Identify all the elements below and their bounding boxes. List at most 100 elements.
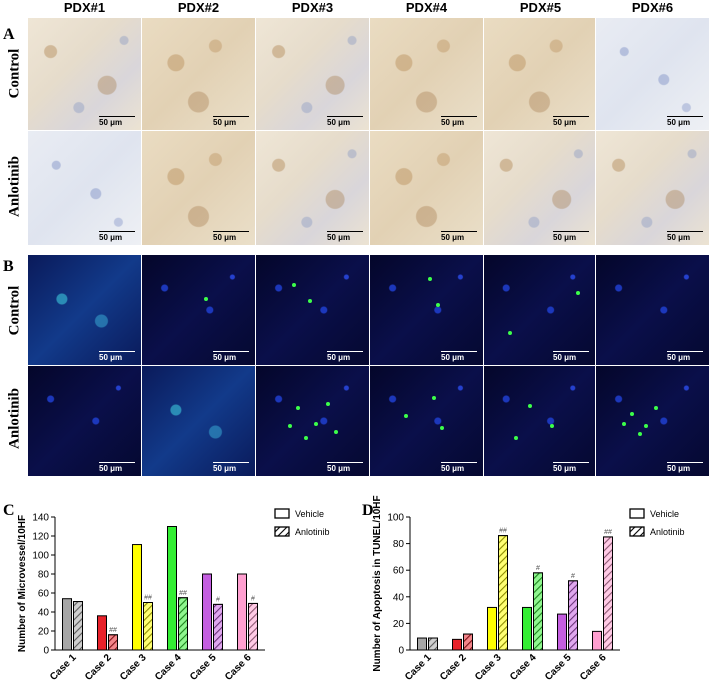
legend-label: Vehicle	[295, 509, 324, 519]
significance-label: ##	[144, 595, 152, 602]
bar-hatch-tint	[73, 601, 83, 651]
significance-label: ##	[179, 590, 187, 597]
y-tick-label: 100	[387, 513, 404, 524]
significance-label: #	[216, 596, 220, 603]
x-tick-label: Case 1	[403, 652, 434, 683]
legend-swatch	[274, 508, 290, 519]
x-tick-label: Case 4	[153, 652, 184, 683]
panel-c-letter: C	[3, 502, 15, 519]
bar	[167, 526, 177, 651]
row-label-b-control: Control	[6, 285, 23, 336]
significance-label: #	[571, 573, 575, 580]
column-header: PDX#6	[631, 0, 674, 15]
y-tick-label: 40	[393, 592, 405, 603]
column-header: PDX#2	[177, 0, 220, 15]
bar-hatch-tint	[603, 536, 613, 651]
bar-hatch-tint	[213, 603, 223, 651]
y-tick-label: 80	[38, 570, 50, 581]
x-tick-label: Case 2	[438, 652, 469, 683]
panel-a-letter: A	[3, 26, 15, 43]
y-tick-label: 80	[393, 539, 405, 550]
ihc-image-control-pdx3: 50 μm	[256, 18, 369, 130]
bar-chart-microvessel: 0 20 40 60 80 100 120 140 Number of Microvessel/…	[17, 508, 330, 683]
ihc-image-anlotinib-pdx2: 50 μm	[142, 131, 255, 245]
bar-hatch-tint	[143, 602, 153, 651]
column-header: PDX#3	[291, 0, 334, 15]
ihc-image-anlotinib-pdx3: 50 μm	[256, 131, 369, 245]
panel-d-letter: D	[362, 502, 374, 519]
panel-b-letter: B	[3, 258, 14, 275]
significance-label: ##	[109, 627, 117, 634]
x-tick-label: Case 2	[83, 652, 114, 683]
tunel-image-anlotinib-pdx2: 50 μm	[142, 366, 255, 476]
y-tick-label: 20	[393, 619, 405, 630]
x-tick-label: Case 4	[508, 652, 539, 683]
y-tick-label: 140	[32, 513, 49, 524]
bar	[487, 606, 497, 651]
bar	[452, 638, 462, 651]
bar	[417, 637, 427, 651]
bar	[202, 573, 212, 651]
y-tick-label: 60	[393, 566, 405, 577]
x-tick-label: Case 5	[188, 652, 219, 683]
y-tick-label: 20	[38, 627, 50, 638]
bar-hatch-tint	[108, 634, 118, 651]
bar-hatch-tint	[428, 637, 438, 651]
ihc-image-control-pdx4: 50 μm	[370, 18, 483, 130]
row-label-b-anlotinib: Anlotinib	[6, 388, 23, 449]
bar-chart-apoptosis: 0 20 40 60 80 100 Number of Apoptosis in TUNEL…	[372, 495, 685, 683]
tunel-image-anlotinib-pdx3: 50 μm	[256, 366, 369, 476]
y-tick-label: 120	[32, 532, 49, 543]
tunel-image-control-pdx6: 50 μm	[596, 255, 709, 365]
tunel-image-anlotinib-pdx6: 50 μm	[596, 366, 709, 476]
ihc-image-anlotinib-pdx4: 50 μm	[370, 131, 483, 245]
column-header: PDX#4	[405, 0, 448, 15]
y-tick-label: 0	[43, 646, 49, 657]
y-axis-label: Number of Apoptosis in TUNEL/10HF	[372, 495, 383, 671]
bar-hatch-tint	[248, 602, 258, 651]
tunel-image-control-pdx3: 50 μm	[256, 255, 369, 365]
ihc-image-control-pdx2: 50 μm	[142, 18, 255, 130]
legend-label: Vehicle	[650, 509, 679, 519]
bar	[97, 615, 107, 651]
legend-label: Anlotinib	[650, 527, 685, 537]
tunel-image-control-pdx2: 50 μm	[142, 255, 255, 365]
legend-label: Anlotinib	[295, 527, 330, 537]
ihc-image-control-pdx6: 50 μm	[596, 18, 709, 130]
bar	[557, 613, 567, 651]
x-tick-label: Case 5	[543, 652, 574, 683]
bar	[592, 630, 602, 651]
significance-label: #	[251, 595, 255, 602]
legend-swatch	[274, 526, 290, 537]
significance-label: ##	[499, 528, 507, 535]
y-axis-label: Number of Microvessel/10HF	[17, 515, 28, 652]
row-label-a-anlotinib: Anlotinib	[6, 156, 23, 217]
significance-label: ##	[604, 529, 612, 536]
y-tick-label: 0	[398, 646, 404, 657]
bar-hatch-tint	[533, 572, 543, 651]
tunel-image-anlotinib-pdx1: 50 μm	[28, 366, 141, 476]
bar-hatch-tint	[498, 535, 508, 651]
legend-swatch	[629, 526, 645, 537]
bar-hatch-tint	[568, 580, 578, 651]
tunel-image-anlotinib-pdx5: 50 μm	[484, 366, 595, 476]
ihc-image-anlotinib-pdx5: 50 μm	[484, 131, 595, 245]
column-header: PDX#5	[519, 0, 562, 15]
x-tick-label: Case 6	[578, 652, 609, 683]
column-header: PDX#1	[63, 0, 106, 15]
y-tick-label: 100	[32, 551, 49, 562]
x-tick-label: Case 1	[48, 652, 79, 683]
x-tick-label: Case 3	[473, 652, 504, 683]
x-tick-label: Case 3	[118, 652, 149, 683]
x-tick-label: Case 6	[223, 652, 254, 683]
bar	[237, 573, 247, 651]
ihc-image-control-pdx5: 50 μm	[484, 18, 595, 130]
ihc-image-anlotinib-pdx1: 50 μm	[28, 131, 141, 245]
bar-hatch-tint	[463, 633, 473, 651]
ihc-image-control-pdx1: 50 μm	[28, 18, 141, 130]
row-label-a-control: Control	[6, 48, 23, 99]
tunel-image-control-pdx5: 50 μm	[484, 255, 595, 365]
tunel-image-anlotinib-pdx4: 50 μm	[370, 366, 483, 476]
bar-hatch-tint	[178, 597, 188, 651]
